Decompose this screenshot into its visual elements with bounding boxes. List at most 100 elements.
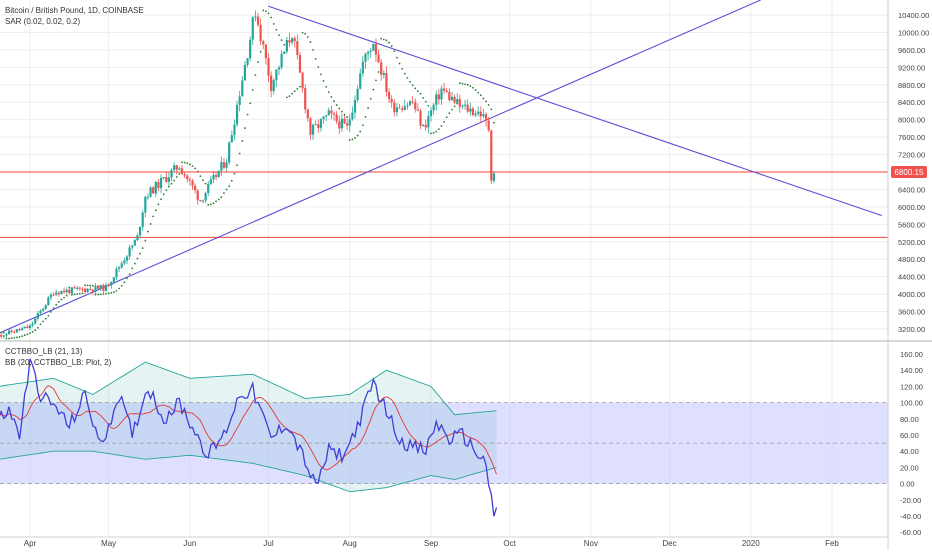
sar-dot [233, 172, 236, 175]
candle-body [47, 297, 50, 306]
candle-body [10, 330, 13, 333]
price-tick-label: 9600.00 [898, 46, 925, 55]
sar-dot [272, 22, 275, 25]
trendline[interactable] [268, 5, 882, 217]
sar-dot [403, 72, 406, 75]
candle-body [288, 40, 291, 43]
candle-body [76, 287, 79, 289]
sar-dot [474, 89, 477, 91]
candle-body [479, 111, 482, 117]
sar-dot [181, 161, 183, 164]
price-tick-label: 4800.00 [898, 255, 925, 264]
candle-body [270, 75, 273, 91]
candle-body [416, 109, 419, 111]
sar-dot [141, 247, 144, 250]
sar-dot [448, 112, 451, 115]
sar-dot [472, 86, 474, 89]
sar-dot [354, 137, 356, 140]
candle-body [283, 51, 286, 54]
sar-dot [338, 107, 341, 110]
sar-dot [0, 331, 3, 334]
candle-body [62, 290, 66, 293]
candle-body [55, 292, 58, 295]
candle-body [427, 116, 430, 128]
oscillator-tick-label: 20.00 [900, 463, 919, 472]
candle-body [317, 124, 320, 128]
sar-dot [385, 39, 388, 42]
candle-body [445, 90, 448, 92]
candle-body [306, 109, 309, 119]
candle-body [487, 120, 490, 131]
candle-body [322, 116, 325, 119]
candle-body [411, 101, 414, 103]
sar-dot [288, 95, 291, 98]
sar-dot [372, 88, 375, 91]
sar-dot [196, 170, 199, 173]
sar-dot [50, 310, 52, 313]
time-tick-label: Jul [263, 539, 273, 548]
trendline[interactable] [0, 0, 761, 334]
sar-dot [477, 91, 480, 94]
sar-dot [244, 127, 246, 129]
sar-dot [29, 332, 31, 335]
candle-body [437, 94, 440, 100]
candle-body [138, 226, 142, 236]
candle-body [482, 114, 485, 117]
sar-dot [359, 130, 362, 133]
candle-body [39, 310, 42, 314]
candle-body [359, 73, 362, 89]
sar-dot [13, 336, 16, 339]
candle-body [5, 334, 8, 336]
candle-body [167, 177, 171, 182]
candle-body [364, 53, 367, 62]
oscillator-tick-label: -60.00 [900, 528, 921, 537]
sar-dot [346, 116, 349, 118]
candle-body [251, 17, 254, 40]
sar-dot [364, 116, 367, 118]
sar-dot [356, 134, 359, 137]
candle-body [152, 187, 155, 194]
sar-dot [154, 209, 157, 212]
sar-dot [228, 185, 231, 188]
price-tick-label: 6000.00 [898, 203, 925, 212]
sar-dot [340, 110, 343, 113]
price-tick-label: 8000.00 [898, 116, 925, 125]
sar-dot [343, 113, 346, 116]
candle-body [180, 168, 184, 174]
candle-body [49, 294, 53, 298]
candle-body [398, 107, 401, 109]
sar-dot [414, 87, 417, 90]
sar-dot [278, 34, 280, 37]
sar-dot [406, 76, 409, 79]
sar-dot [225, 188, 228, 191]
sar-dot [39, 323, 42, 326]
candle-body [99, 284, 102, 289]
candle-body [290, 38, 294, 43]
sar-dot [479, 94, 482, 97]
sar-dot [139, 252, 141, 255]
sar-dot [118, 287, 121, 290]
candle-body [393, 102, 396, 113]
sar-dot [296, 87, 299, 90]
candle-body [110, 281, 113, 286]
sar-dot [152, 215, 155, 218]
sar-dot [120, 284, 123, 287]
candle-body [469, 108, 472, 112]
price-tick-label: 8400.00 [898, 98, 925, 107]
sar-dot [236, 164, 238, 167]
candle-body [86, 288, 89, 292]
sar-dot [160, 198, 162, 201]
candle-body [374, 43, 378, 55]
sar-dot [458, 82, 461, 84]
candle-body [102, 284, 105, 291]
sar-dot [309, 41, 312, 43]
sar-dot [23, 334, 26, 337]
candle-body [259, 24, 262, 42]
candle-body [243, 64, 247, 81]
sar-dot [94, 293, 97, 296]
sar-dot [456, 102, 459, 105]
sar-dot [409, 80, 411, 83]
sar-dot [451, 108, 453, 111]
sar-dot [275, 28, 278, 31]
